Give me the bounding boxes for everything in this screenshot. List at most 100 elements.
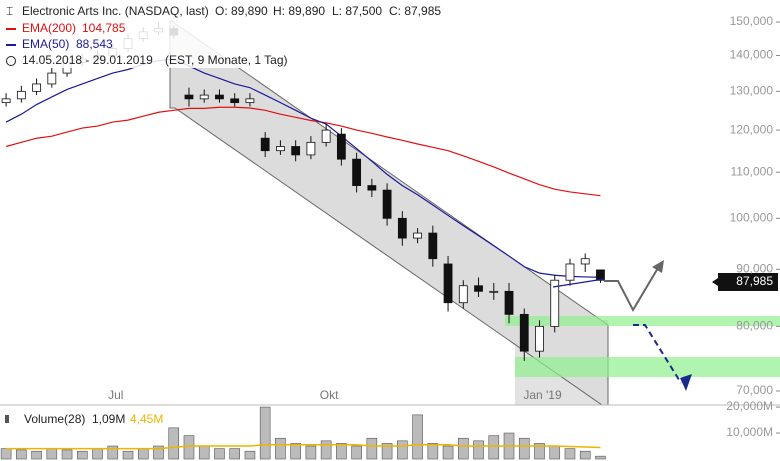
- candle-body: [215, 94, 224, 100]
- volume-bar: [488, 435, 500, 460]
- candle-body: [291, 146, 301, 156]
- volume-bar: [305, 445, 317, 460]
- volume-bar: [214, 448, 225, 460]
- icon: [5, 415, 9, 423]
- candle-body: [580, 258, 590, 265]
- candle-body: [352, 158, 362, 186]
- volume-bar: [366, 437, 378, 460]
- candle-body: [519, 313, 529, 352]
- volume-bar: [534, 443, 545, 460]
- volume-bar: [412, 414, 423, 460]
- volume-ma: [6, 443, 601, 450]
- candle-body: [245, 98, 255, 104]
- legend-value: 88,543: [76, 37, 113, 51]
- volume-bar: [457, 437, 469, 460]
- trend-line: [552, 278, 605, 288]
- volume-legend: Volume(28) 1,09M 4,45M: [5, 412, 163, 426]
- legend-bg: [2, 4, 472, 68]
- candle-body: [16, 90, 26, 100]
- candle-body: [1, 98, 11, 104]
- volume-bar: [442, 445, 454, 460]
- quote: H: 89,890: [273, 4, 325, 18]
- quote: L: 87,500: [332, 4, 382, 18]
- legend-label: EMA(200): [22, 21, 76, 35]
- volume-bar: [137, 448, 149, 460]
- support-zone: [515, 357, 780, 377]
- candle-body: [535, 325, 544, 352]
- arrow-head: [652, 260, 664, 273]
- volume-bar: [168, 427, 180, 460]
- legend-label: EMA(50): [22, 37, 69, 51]
- volume-bar: [518, 437, 530, 460]
- x-tick-label: Jul: [108, 388, 123, 402]
- volume-bar: [16, 449, 27, 460]
- candle-body: [276, 146, 285, 152]
- candle-body: [230, 98, 240, 104]
- candle-body: [504, 290, 514, 315]
- volume-bar: [579, 450, 591, 460]
- volume-bar: [320, 440, 332, 460]
- y-tick-label: 80,000: [736, 319, 773, 333]
- candle-body: [367, 185, 377, 191]
- candle-body: [413, 232, 422, 239]
- candle-body: [382, 189, 392, 219]
- candle-body: [474, 285, 483, 292]
- volume-bar: [244, 450, 256, 460]
- candle-body: [489, 290, 499, 293]
- volume-last: 1,09M: [92, 412, 125, 426]
- volume-bar: [92, 448, 103, 460]
- volume-bar: [564, 448, 576, 460]
- period: (EST, 9 Monate, 1 Tag): [165, 53, 288, 67]
- chart-title: Electronic Arts Inc. (NASDAQ, last): [22, 4, 209, 18]
- candle-body: [184, 94, 194, 100]
- volume-bar: [122, 450, 134, 460]
- candle-body: [443, 263, 453, 304]
- plot: [0, 22, 606, 460]
- volume-bar: [275, 437, 286, 460]
- scenario-arrow: [604, 267, 659, 313]
- candle-body: [458, 285, 468, 304]
- icon: ⌶: [6, 4, 13, 18]
- quote: C: 87,985: [389, 4, 441, 18]
- y-tick-label: 70,000: [736, 383, 773, 397]
- support-zone: [505, 316, 780, 326]
- volume-bar: [46, 448, 58, 460]
- volume-bar: [107, 445, 119, 460]
- y-tick-label: 10,000M: [726, 425, 773, 439]
- candle-body: [596, 269, 605, 281]
- x-tick-label: Jan '19: [523, 388, 562, 402]
- volume-bar: [0, 448, 12, 460]
- price-tag-pointer: [712, 278, 718, 286]
- volume-bar: [595, 455, 606, 460]
- candle-body: [428, 232, 438, 260]
- price-tag-label: 87,985: [736, 274, 773, 288]
- scenario-arrow: [633, 324, 682, 384]
- volume-title: Volume(28): [24, 412, 85, 426]
- volume-bar: [198, 445, 210, 460]
- arrow-head: [680, 374, 692, 391]
- volume-bar: [397, 440, 408, 460]
- candle-body: [32, 83, 41, 92]
- volume-bar: [290, 443, 301, 460]
- candle-body: [321, 129, 331, 143]
- volume-bar: [427, 443, 439, 460]
- y-tick-label: 140,000: [730, 48, 774, 62]
- volume-bar: [351, 445, 362, 460]
- ema-line: [5, 106, 601, 197]
- quote: O: 89,890: [215, 4, 268, 18]
- volume-bar: [31, 450, 42, 460]
- candle-body: [199, 94, 209, 100]
- volume-bar: [76, 450, 88, 460]
- volume-bar: [229, 448, 240, 460]
- y-tick-label: 130,000: [730, 84, 774, 98]
- candle-body: [306, 141, 316, 156]
- volume-bar: [473, 440, 484, 460]
- y-tick-label: 110,000: [731, 164, 774, 178]
- volume-bar: [259, 406, 271, 460]
- candle-body: [47, 72, 57, 85]
- y-tick-label: 20,000M: [726, 399, 773, 413]
- volume-bar: [183, 435, 195, 460]
- date-range: 14.05.2018 - 29.01.2019: [22, 53, 153, 67]
- candle-body: [565, 263, 575, 281]
- y-tick-label: 90,000: [736, 261, 773, 275]
